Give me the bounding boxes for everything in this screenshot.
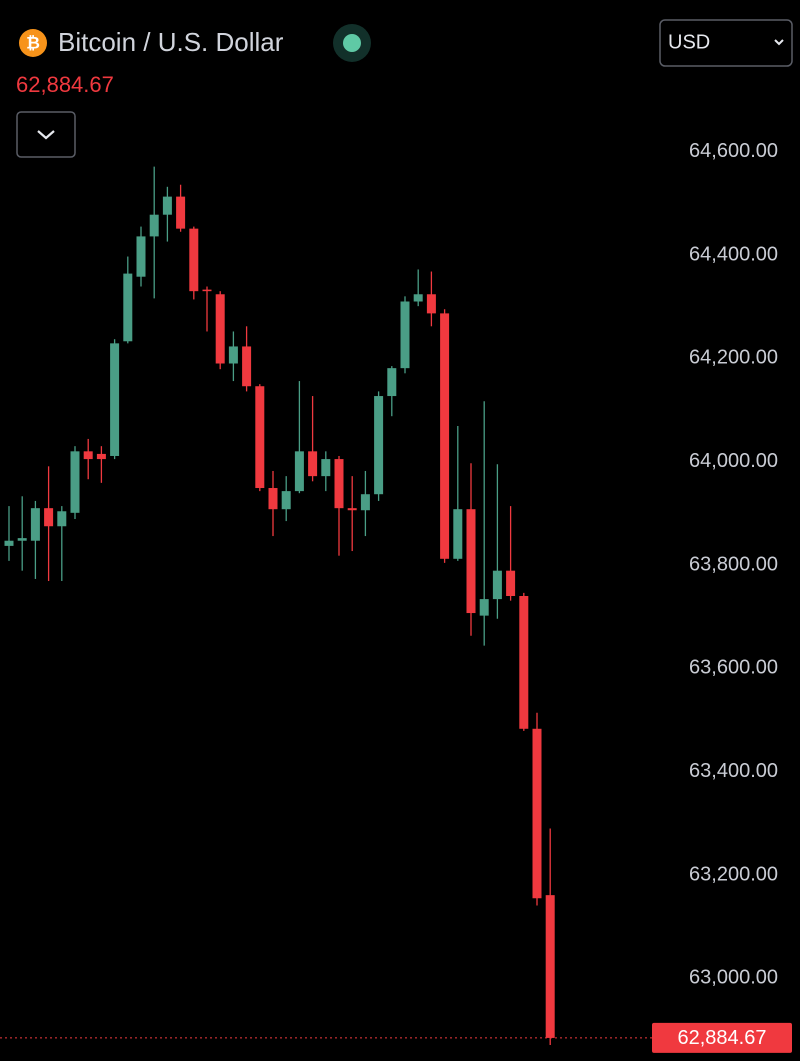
candle-body xyxy=(545,895,555,1038)
collapse-button[interactable] xyxy=(16,111,76,158)
candle-body xyxy=(44,508,54,527)
candle-body xyxy=(17,538,27,541)
candle-body xyxy=(110,343,120,456)
coin-icon xyxy=(19,29,47,57)
candle-body xyxy=(347,508,357,511)
collapse-chevron xyxy=(37,130,55,140)
candle-body xyxy=(30,508,40,541)
candle-body xyxy=(123,273,133,342)
candle-body xyxy=(136,236,146,277)
current-price: 62,884.67 xyxy=(16,72,114,97)
y-tick-label: 63,600.00 xyxy=(689,657,778,679)
candle-body xyxy=(413,294,423,302)
candle-body xyxy=(360,494,370,511)
candle-body xyxy=(70,451,80,513)
candle-body xyxy=(149,214,159,237)
y-tick-label: 63,800.00 xyxy=(689,553,778,575)
candle-body xyxy=(492,570,502,600)
candle-body xyxy=(4,540,14,546)
candle-body xyxy=(215,294,225,364)
candles xyxy=(4,151,794,1045)
candle-body xyxy=(281,491,291,510)
candle-body xyxy=(334,459,344,509)
currency-label: USD xyxy=(668,31,710,53)
select-chevron xyxy=(774,39,784,46)
candle-body xyxy=(519,596,529,729)
currency-select[interactable] xyxy=(659,19,793,67)
candle-body xyxy=(189,228,199,292)
candle-body xyxy=(57,511,67,527)
candle-body xyxy=(294,451,304,492)
candle-body xyxy=(242,346,252,387)
coin-icon-symbol: ₿ xyxy=(26,33,40,52)
candle-body xyxy=(268,488,278,510)
candle-body xyxy=(83,451,93,460)
last-price-box xyxy=(652,1022,792,1053)
y-tick-label: 63,200.00 xyxy=(689,863,778,885)
candle-body xyxy=(176,196,186,229)
candle-body xyxy=(400,301,410,369)
candle-body xyxy=(96,453,106,460)
candle-body xyxy=(255,386,265,489)
candle-body xyxy=(426,294,436,314)
y-tick-label: 64,000.00 xyxy=(689,450,778,472)
symbol-title: Bitcoin / U.S. Dollar xyxy=(58,27,284,57)
candle-body xyxy=(308,451,318,477)
candle-body xyxy=(532,728,542,899)
candle-body xyxy=(506,570,516,596)
candle-body xyxy=(202,289,212,292)
y-tick-label: 63,400.00 xyxy=(689,760,778,782)
candle-body xyxy=(228,346,238,364)
candle-body xyxy=(440,313,450,559)
y-tick-label: 64,200.00 xyxy=(689,347,778,369)
y-tick-label: 64,400.00 xyxy=(689,243,778,265)
candle-body xyxy=(479,599,489,616)
last-price-label: 62,884.67 xyxy=(678,1027,767,1049)
candle-body xyxy=(387,368,397,397)
candle-body xyxy=(321,459,331,477)
status-dot[interactable] xyxy=(343,34,361,52)
y-tick-label: 63,000.00 xyxy=(689,967,778,989)
y-tick-label: 64,600.00 xyxy=(689,140,778,162)
candle-body xyxy=(453,509,463,559)
candle-body xyxy=(466,509,476,614)
candle-body xyxy=(162,196,172,215)
candle-body xyxy=(374,396,384,495)
